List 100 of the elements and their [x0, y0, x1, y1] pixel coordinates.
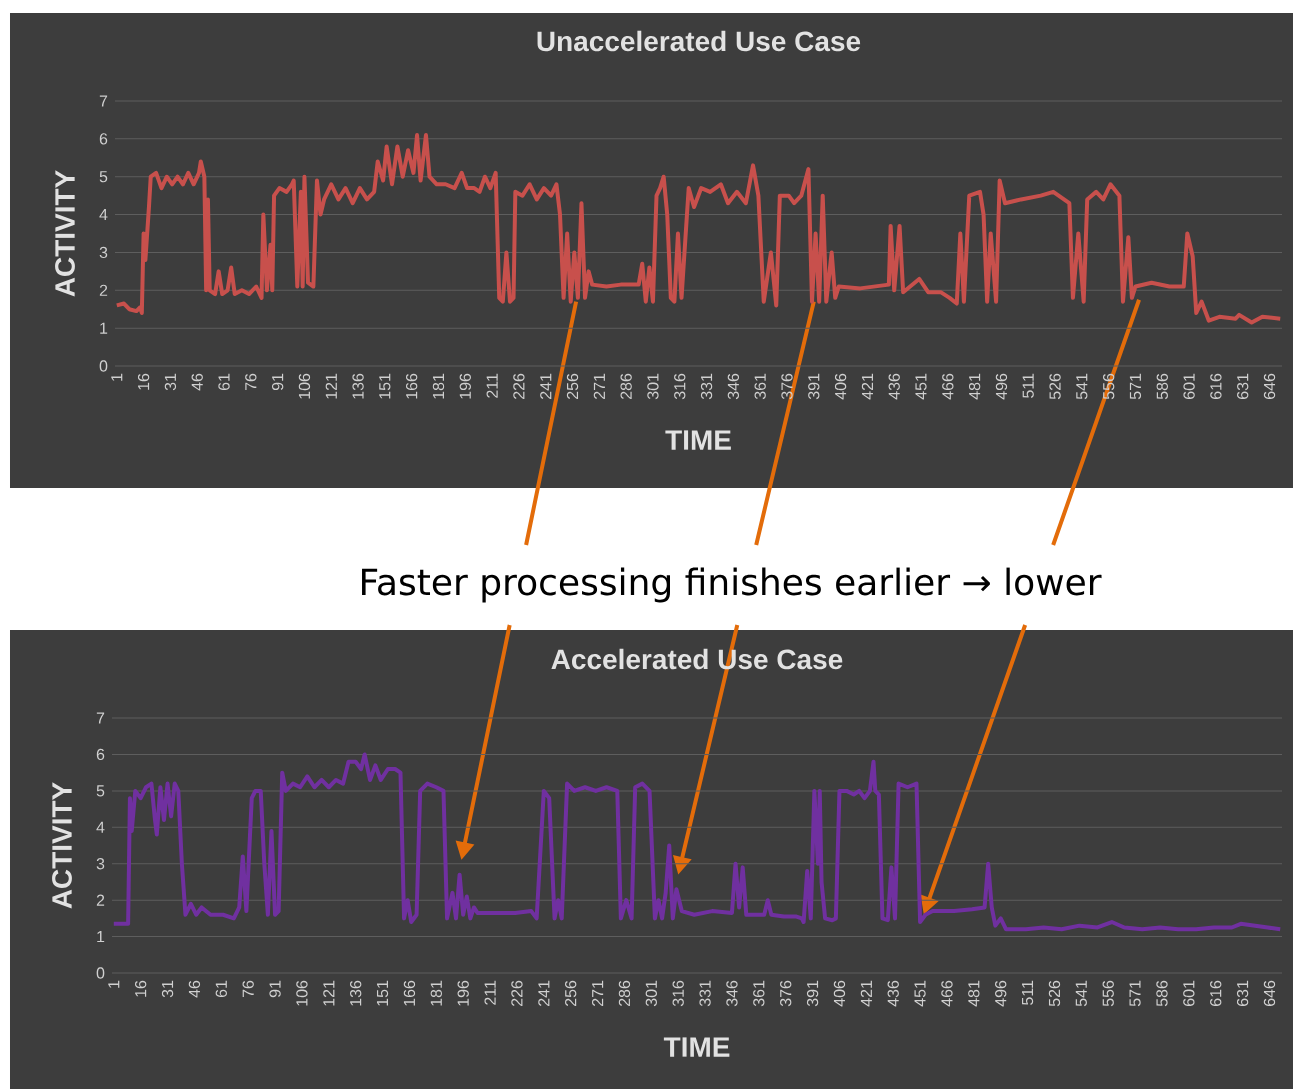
- x-tick-label: 436: [888, 373, 900, 400]
- y-tick-label: 5: [96, 785, 105, 797]
- y-tick-label: 4: [99, 209, 108, 221]
- y-axis-title: ACTIVITY: [55, 170, 75, 297]
- y-tick-label: 6: [99, 133, 108, 145]
- x-tick-label: 511: [1022, 980, 1034, 1005]
- x-tick-label: 376: [780, 980, 792, 1007]
- x-tick-label: 511: [1022, 373, 1034, 398]
- x-tick-label: 346: [727, 373, 740, 400]
- x-tick-label: 481: [968, 373, 981, 400]
- x-tick-label: 61: [218, 373, 230, 391]
- x-tick-label: 466: [941, 980, 953, 1007]
- x-tick-label: 76: [242, 980, 254, 998]
- x-tick-label: 91: [269, 980, 281, 998]
- x-tick-label: 271: [591, 980, 604, 1006]
- x-tick-label: 361: [754, 373, 766, 400]
- x-tick-label: 151: [376, 980, 389, 1006]
- x-tick-label: 376: [781, 373, 793, 400]
- chart-title: Unaccelerated Use Case: [537, 30, 861, 52]
- x-tick-label: 406: [834, 373, 847, 400]
- x-tick-label: 286: [618, 980, 631, 1006]
- y-tick-label: 7: [96, 712, 105, 724]
- x-tick-label: 106: [298, 373, 311, 399]
- x-tick-label: 166: [406, 373, 418, 399]
- x-tick-label: 391: [806, 980, 819, 1007]
- x-tick-label: 586: [1156, 373, 1168, 400]
- x-tick-label: 556: [1102, 980, 1114, 1007]
- x-tick-label: 136: [350, 980, 362, 1006]
- x-tick-label: 286: [620, 373, 632, 399]
- y-tick-label: 3: [99, 246, 108, 259]
- x-tick-label: 526: [1048, 980, 1061, 1007]
- x-tick-label: 256: [565, 980, 577, 1006]
- x-tick-label: 406: [833, 980, 846, 1007]
- x-tick-label: 241: [538, 980, 550, 1006]
- x-tick-label: 136: [352, 373, 364, 399]
- x-tick-label: 616: [1210, 980, 1222, 1006]
- x-tick-label: 316: [672, 980, 684, 1007]
- y-tick-label: 1: [100, 322, 108, 334]
- y-tick-label: 0: [99, 360, 108, 372]
- x-tick-label: 76: [245, 373, 257, 391]
- x-tick-label: 226: [511, 980, 523, 1006]
- y-tick-label: 2: [96, 894, 105, 906]
- x-tick-label: 421: [861, 373, 873, 400]
- x-tick-label: 646: [1263, 373, 1276, 399]
- x-tick-label: 46: [191, 373, 203, 391]
- x-tick-label: 301: [645, 980, 657, 1007]
- x-tick-label: 541: [1076, 373, 1088, 400]
- x-tick-label: 271: [593, 373, 605, 399]
- x-tick-label: 241: [540, 373, 552, 399]
- x-axis-title: TIME: [665, 430, 731, 450]
- x-tick-label: 646: [1263, 980, 1276, 1006]
- x-tick-label: 541: [1075, 980, 1087, 1007]
- x-tick-label: 496: [995, 373, 1008, 400]
- x-tick-label: 631: [1236, 980, 1249, 1006]
- x-tick-label: 91: [271, 373, 284, 391]
- x-tick-label: 16: [135, 980, 147, 997]
- x-tick-label: 31: [161, 980, 174, 998]
- x-tick-label: 301: [647, 373, 659, 400]
- x-tick-label: 106: [296, 980, 308, 1006]
- x-tick-label: 421: [860, 980, 872, 1007]
- x-tick-label: 31: [164, 373, 177, 391]
- x-tick-label: 121: [325, 373, 337, 399]
- x-tick-label: 526: [1049, 373, 1061, 400]
- x-tick-label: 331: [700, 373, 713, 400]
- y-axis-title: ACTIVITY: [52, 782, 72, 909]
- x-axis-title: TIME: [663, 1037, 730, 1057]
- x-tick-label: 451: [914, 980, 926, 1007]
- x-tick-label: 616: [1210, 373, 1222, 399]
- y-tick-label: 2: [99, 284, 108, 296]
- x-tick-label: 181: [432, 373, 445, 399]
- annotation: Faster processing finishes earlier → lower: [362, 567, 1102, 603]
- x-tick-label: 1: [111, 373, 123, 381]
- x-tick-label: 196: [459, 373, 471, 399]
- x-tick-label: 211: [484, 980, 496, 1005]
- x-tick-label: 16: [137, 373, 150, 390]
- x-tick-label: 436: [887, 980, 899, 1007]
- x-tick-label: 451: [915, 373, 927, 400]
- y-tick-label: 6: [96, 748, 105, 761]
- x-tick-label: 166: [403, 980, 416, 1006]
- x-tick-label: 151: [379, 373, 391, 399]
- line-series: [114, 133, 1283, 325]
- y-tick-label: 4: [96, 821, 105, 833]
- x-tick-label: 556: [1103, 373, 1115, 400]
- x-tick-label: 571: [1129, 980, 1141, 1007]
- x-tick-label: 331: [699, 980, 711, 1007]
- x-tick-label: 601: [1183, 373, 1195, 399]
- x-tick-label: 1: [108, 980, 120, 988]
- x-tick-label: 391: [808, 373, 820, 400]
- x-tick-label: 466: [942, 373, 954, 400]
- x-tick-label: 46: [188, 980, 201, 998]
- x-tick-label: 346: [726, 980, 738, 1007]
- x-tick-label: 121: [323, 980, 335, 1006]
- y-tick-label: 7: [99, 95, 108, 107]
- x-tick-label: 586: [1156, 980, 1168, 1007]
- x-tick-label: 631: [1237, 373, 1249, 399]
- y-tick-label: 1: [97, 931, 105, 943]
- x-tick-label: 316: [674, 373, 686, 400]
- x-tick-label: 226: [513, 373, 525, 399]
- y-tick-label: 3: [96, 858, 105, 870]
- x-tick-label: 181: [430, 980, 442, 1006]
